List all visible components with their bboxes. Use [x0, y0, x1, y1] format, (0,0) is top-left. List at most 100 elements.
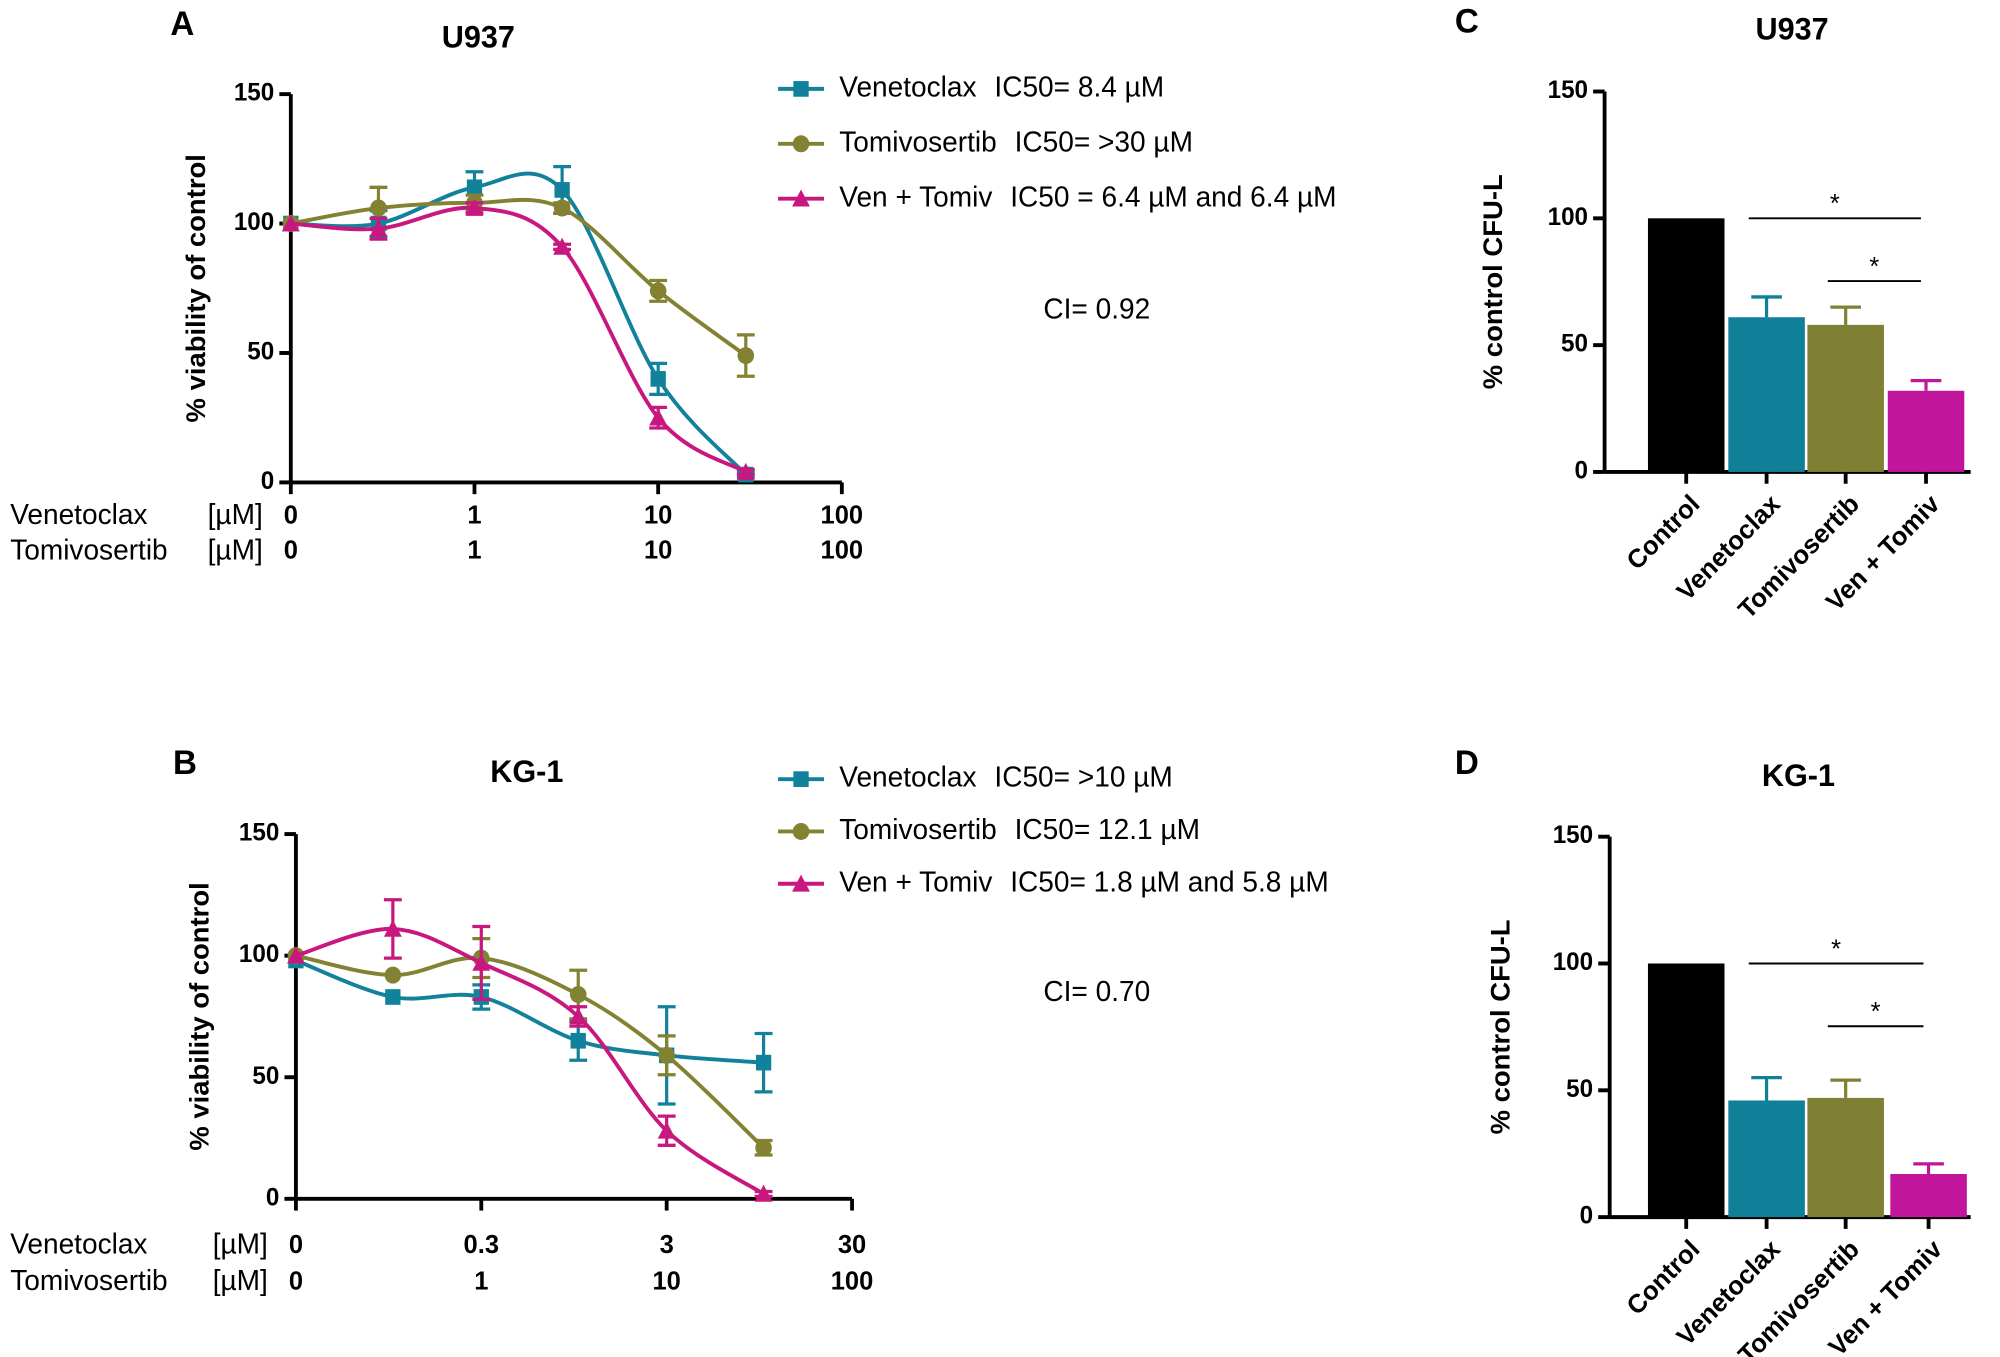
point: [658, 1046, 675, 1064]
point: [569, 1007, 588, 1025]
y-axis-label: % control CFU-L: [1477, 174, 1508, 389]
x-axis-label: Venetoclax: [10, 1228, 147, 1260]
y-axis-label: % viability of control: [180, 154, 211, 422]
fit-curve: [290, 171, 748, 476]
point: [553, 199, 571, 217]
x-tick-label: 100: [821, 501, 864, 529]
point: [554, 182, 570, 198]
legend-name: Venetoclax: [839, 761, 976, 793]
bar: [1807, 1097, 1884, 1218]
y-tick-label: 100: [239, 941, 279, 968]
point: [737, 347, 755, 365]
significance-label: *: [1831, 935, 1841, 963]
y-tick-label: 100: [1548, 204, 1588, 231]
panel-letter: B: [173, 744, 197, 781]
point: [570, 1032, 586, 1049]
y-tick-label: 150: [239, 819, 279, 846]
x-tick-label: 3: [660, 1231, 674, 1259]
annotation: CI= 0.70: [1043, 976, 1150, 1008]
x2-tick-label: 100: [831, 1267, 874, 1295]
error-bar: [1830, 1078, 1861, 1098]
point: [465, 198, 484, 216]
legend-name: Ven + Tomiv: [839, 181, 993, 213]
legend-ic50: IC50= >30 µM: [1015, 126, 1193, 158]
y-tick-label: 100: [234, 209, 274, 236]
point: [792, 874, 810, 892]
x2-tick-label: 1: [474, 1267, 488, 1295]
y-tick-label: 0: [1580, 1202, 1593, 1229]
annotation: CI= 0.92: [1043, 293, 1150, 325]
point: [370, 199, 387, 217]
chart-title: KG-1: [490, 754, 563, 789]
point: [649, 408, 668, 426]
x-axis-label: Venetoclax: [10, 499, 147, 531]
panel-letter: A: [170, 6, 194, 43]
x-axis-unit: [µM]: [213, 1228, 268, 1260]
point: [754, 1184, 773, 1202]
y-tick-label: 50: [1561, 330, 1588, 357]
x-tick-label: 0: [289, 1231, 303, 1259]
x-tick-label: 0.3: [464, 1231, 499, 1259]
point: [755, 1139, 772, 1157]
y-tick-label: 50: [247, 338, 274, 365]
x2-axis-unit: [µM]: [213, 1265, 268, 1297]
bar: [1728, 317, 1805, 472]
x2-axis-label: Tomivosertib: [10, 534, 167, 566]
point: [736, 462, 755, 480]
y-tick-label: 150: [234, 79, 274, 106]
point: [793, 81, 809, 97]
legend-name: Tomivosertib: [839, 126, 996, 158]
x2-tick-label: 100: [821, 536, 864, 564]
y-tick-label: 0: [266, 1184, 279, 1211]
y-axis-label: % control CFU-L: [1485, 919, 1516, 1134]
y-tick-label: 50: [252, 1063, 279, 1090]
point: [384, 966, 402, 984]
y-tick-label: 50: [1566, 1076, 1593, 1103]
point: [793, 771, 809, 788]
x-tick-label: Control: [1622, 490, 1706, 576]
y-axis-label: % viability of control: [184, 882, 215, 1150]
point: [472, 953, 491, 971]
point: [649, 282, 667, 300]
significance-label: *: [1830, 190, 1840, 218]
y-tick-label: 100: [1553, 949, 1593, 976]
x2-axis-unit: [µM]: [208, 534, 263, 566]
point: [281, 214, 300, 232]
error-bar: [1751, 1075, 1782, 1101]
fit-curve: [295, 958, 764, 1065]
x-tick-label: 30: [838, 1231, 866, 1259]
point: [466, 179, 483, 196]
x2-axis-label: Tomivosertib: [10, 1265, 167, 1297]
error-bar: [1751, 295, 1782, 318]
significance-label: *: [1869, 253, 1879, 281]
legend-name: Ven + Tomiv: [839, 866, 993, 898]
x-tick-label: 1: [467, 501, 481, 529]
x2-tick-label: 1: [467, 536, 481, 564]
error-bar: [1910, 379, 1942, 391]
significance-label: *: [1871, 998, 1881, 1026]
fit-curve: [290, 197, 747, 358]
y-tick-label: 0: [1575, 457, 1588, 484]
chart-title: U937: [1756, 11, 1829, 46]
y-tick-label: 150: [1548, 77, 1588, 104]
point: [385, 989, 401, 1005]
legend-name: Tomivosertib: [839, 814, 996, 846]
bar: [1807, 324, 1884, 472]
point: [383, 919, 402, 937]
point: [792, 822, 810, 840]
point: [286, 946, 305, 964]
legend-ic50: IC50= >10 µM: [994, 761, 1172, 793]
point: [369, 219, 388, 237]
point: [657, 1121, 676, 1139]
fit-curve: [295, 926, 765, 1196]
point: [553, 237, 572, 255]
point: [792, 135, 810, 153]
fit-curve: [290, 205, 747, 474]
panel-letter: C: [1455, 3, 1479, 40]
bar: [1728, 1100, 1805, 1218]
legend-name: Venetoclax: [839, 71, 976, 103]
y-tick-label: 0: [261, 468, 274, 495]
error-bar: [1830, 305, 1861, 325]
legend-ic50: IC50 = 6.4 µM and 6.4 µM: [1010, 181, 1336, 213]
point: [755, 1054, 772, 1071]
